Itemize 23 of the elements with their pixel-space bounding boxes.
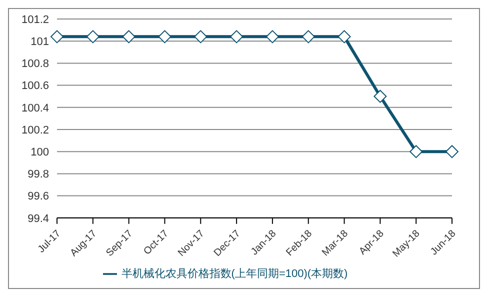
y-tick-label: 100.8	[21, 58, 49, 70]
point	[338, 30, 351, 44]
y-tick-label: 99.4	[28, 212, 49, 225]
y-tick-label: 100.6	[21, 80, 49, 92]
point	[86, 30, 100, 44]
y-tick-label: 100.2	[21, 124, 49, 136]
point	[302, 30, 315, 44]
y-tick-label: 101.2	[21, 14, 49, 26]
point	[446, 145, 458, 158]
y-tick-label: 100	[30, 146, 49, 159]
y-tick-label: 99.8	[28, 168, 49, 181]
point	[194, 30, 208, 44]
point	[230, 30, 244, 44]
point	[266, 30, 279, 44]
y-tick-label: 99.6	[28, 190, 49, 203]
point	[158, 30, 172, 44]
legend-label: 半机械化农具价格指数(上年同期=100)(本期数)	[121, 268, 348, 280]
point	[50, 30, 64, 44]
y-tick-label: 100.4	[21, 102, 49, 114]
y-tick-label: 101	[30, 36, 49, 48]
point	[374, 90, 387, 103]
point	[122, 30, 136, 44]
point	[410, 145, 423, 158]
